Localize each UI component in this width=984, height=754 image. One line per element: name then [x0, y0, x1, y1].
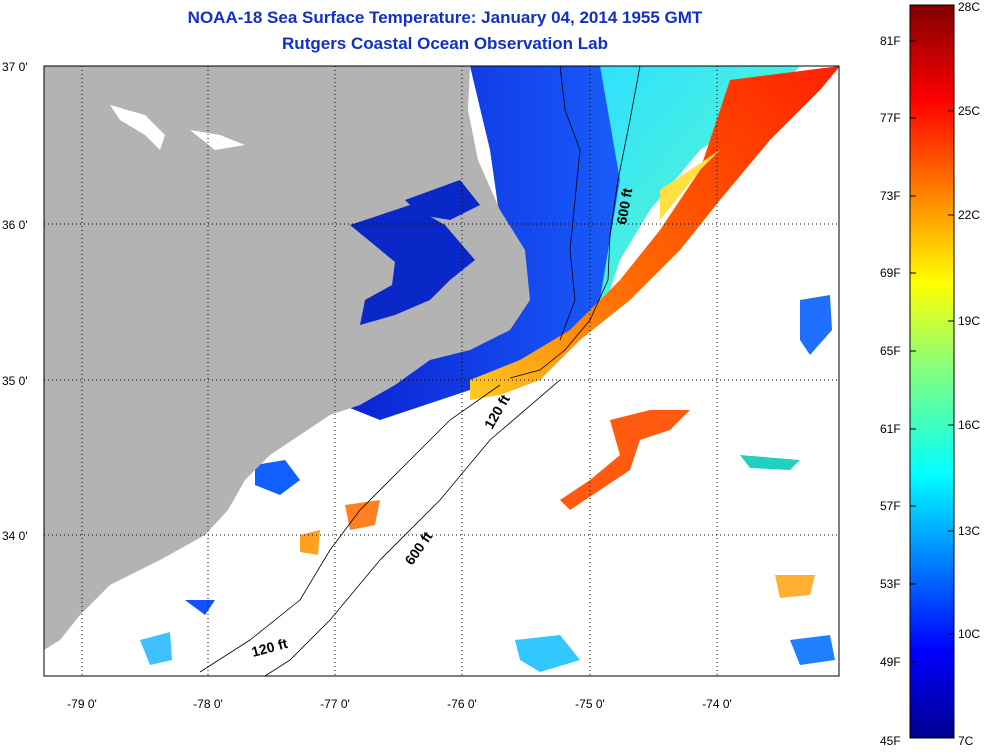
isobath-600ft-north — [509, 66, 641, 379]
colorbar-c-16: 16C — [958, 418, 980, 432]
lon-label-77: -77 0' — [320, 697, 350, 711]
colorbar-ticks — [910, 40, 954, 663]
lat-label-34: 34 0' — [2, 529, 28, 543]
lat-label-36: 36 0' — [2, 218, 28, 232]
isobath-120ft-south — [199, 384, 501, 673]
lon-label-78: -78 0' — [193, 697, 223, 711]
isobath-120ft-north — [559, 66, 581, 341]
colorbar-c-28: 28C — [958, 0, 980, 14]
patch-cyan-1 — [515, 635, 580, 672]
colorbar-f-61: 61F — [880, 422, 901, 436]
inland-lake-cloud-2 — [190, 130, 245, 150]
colorbar-c-22: 22C — [958, 208, 980, 222]
colorbar-f-49: 49F — [880, 655, 901, 669]
colorbar-c-10: 10C — [958, 627, 980, 641]
map-subtitle: Rutgers Coastal Ocean Observation Lab — [282, 34, 608, 53]
colorbar-f-57: 57F — [880, 499, 901, 513]
inland-lake-cloud-1 — [110, 105, 165, 150]
sound-albemarle — [405, 180, 480, 220]
patch-blue-2 — [790, 635, 835, 665]
map-frame — [43, 65, 840, 677]
lon-label-75: -75 0' — [575, 697, 605, 711]
patch-orange-2 — [300, 530, 320, 555]
warm-eddy — [560, 410, 690, 510]
colorbar-c-7: 7C — [958, 734, 974, 748]
patch-yellow-1 — [775, 575, 815, 598]
patch-blue-4 — [185, 600, 215, 615]
cyan-shelf-water — [600, 66, 800, 300]
patch-blue-1 — [255, 460, 300, 495]
lat-label-37: 37 0' — [2, 60, 28, 74]
patch-cyan-2 — [140, 632, 172, 665]
isobath-label-600-north: 600 ft — [613, 186, 635, 225]
colorbar-f-45: 45F — [880, 734, 901, 748]
lon-label-76: -76 0' — [447, 697, 477, 711]
colorbar-c-25: 25C — [958, 104, 980, 118]
patch-blue-3 — [800, 295, 832, 355]
colorbar — [909, 4, 955, 739]
colorbar-c-13: 13C — [958, 524, 980, 538]
colorbar-f-53: 53F — [880, 577, 901, 591]
sound-pamlico — [350, 205, 475, 325]
colorbar-c-19: 19C — [958, 314, 980, 328]
lon-label-79: -79 0' — [67, 697, 97, 711]
map-title: NOAA-18 Sea Surface Temperature: January… — [187, 8, 703, 27]
patch-orange-1 — [345, 500, 380, 530]
colorbar-f-73: 73F — [880, 189, 901, 203]
colorbar-f-65: 65F — [880, 344, 901, 358]
gulf-stream-filament — [470, 66, 839, 400]
isobath-600ft-south — [264, 379, 561, 676]
lat-label-35: 35 0' — [2, 374, 28, 388]
graticule — [44, 66, 839, 676]
map-area — [44, 66, 839, 676]
lon-label-74: -74 0' — [702, 697, 732, 711]
colorbar-f-69: 69F — [880, 266, 901, 280]
patch-green-1 — [740, 455, 800, 470]
colorbar-f-77: 77F — [880, 111, 901, 125]
colorbar-f-81: 81F — [880, 34, 901, 48]
